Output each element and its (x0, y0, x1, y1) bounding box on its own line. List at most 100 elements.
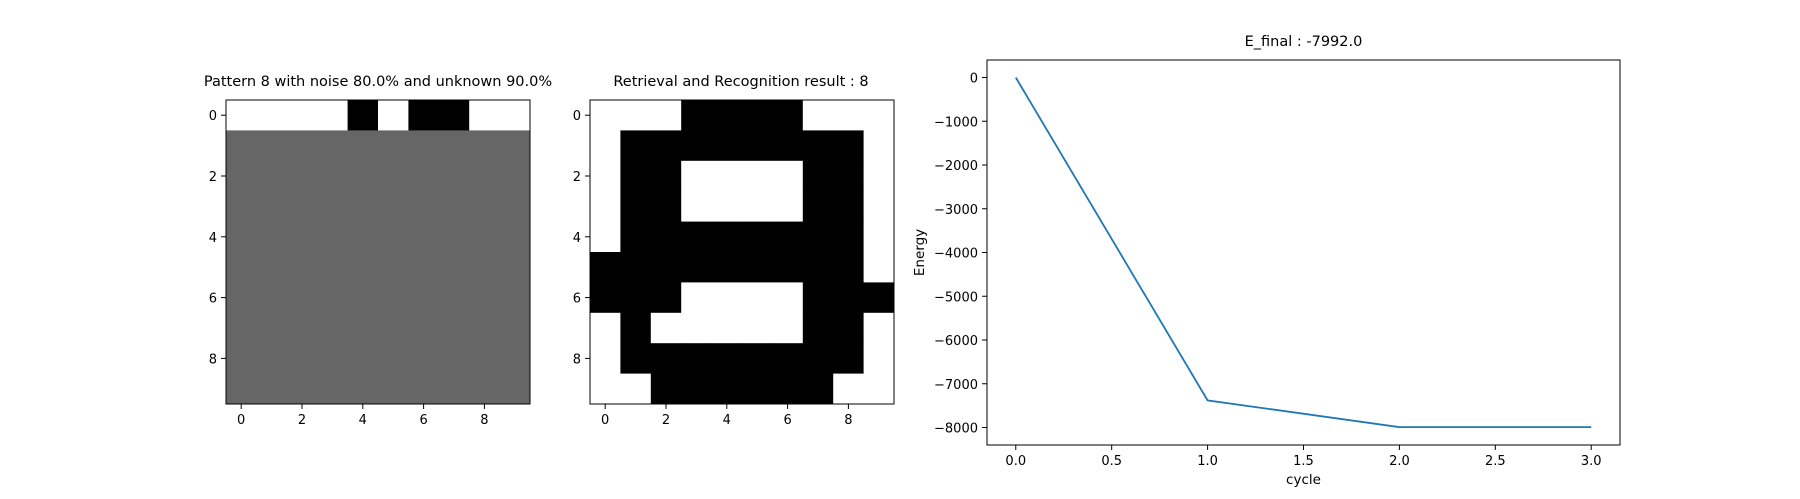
noisy-pattern-x-tick-label: 4 (359, 413, 367, 428)
retrieval-cell (863, 130, 895, 162)
noisy-pattern-cell (256, 191, 288, 222)
retrieval-cell (863, 221, 895, 253)
energy-y-tick-label: −5000 (934, 290, 978, 305)
noisy-pattern-cell (317, 130, 348, 162)
noisy-pattern-cell (226, 130, 257, 162)
retrieval-cell (681, 373, 712, 405)
retrieval-cell (620, 282, 652, 314)
noisy-pattern-cell (438, 100, 470, 131)
noisy-pattern-cell (438, 282, 470, 314)
retrieval-cell (742, 191, 773, 222)
retrieval-cell (802, 191, 834, 222)
noisy-pattern-cell (469, 343, 500, 374)
retrieval-cell (650, 191, 682, 222)
noisy-pattern-y-tick-label: 6 (209, 292, 217, 307)
energy-y-tick-label: −3000 (934, 203, 978, 218)
retrieval-cell (681, 343, 712, 374)
retrieval-cell (711, 343, 743, 374)
retrieval-cell (742, 130, 773, 162)
noisy-pattern-cell (469, 100, 500, 131)
retrieval-cell (863, 373, 895, 405)
retrieval-cell (833, 252, 864, 283)
retrieval-cell (863, 282, 895, 314)
noisy-pattern-cell (347, 191, 379, 222)
retrieval-cell (772, 191, 804, 222)
noisy-pattern-cell (317, 252, 348, 283)
retrieval-cell (742, 312, 773, 344)
noisy-pattern-cell (499, 282, 531, 314)
noisy-pattern-cell (438, 191, 470, 222)
energy-x-tick-label: 1.0 (1197, 454, 1218, 469)
retrieval-cell (711, 191, 743, 222)
noisy-pattern-cell (499, 160, 531, 192)
retrieval-cell (590, 252, 621, 283)
energy-plot-frame (986, 59, 1621, 446)
retrieval-cell (650, 160, 682, 192)
noisy-pattern-cell (408, 252, 440, 283)
retrieval-cell (681, 160, 712, 192)
noisy-pattern-cell (499, 130, 531, 162)
noisy-pattern-cell (347, 343, 379, 374)
noisy-pattern-cell (286, 191, 318, 222)
energy-y-axis-label: Energy (912, 229, 928, 276)
noisy-pattern-cell (256, 160, 288, 192)
retrieval-cell (772, 312, 804, 344)
noisy-pattern-cell (317, 191, 348, 222)
retrieval-cell (650, 130, 682, 162)
retrieval-cell (833, 100, 864, 131)
retrieval-cell (650, 252, 682, 283)
noisy-pattern-cell (499, 312, 531, 344)
retrieval-cell (833, 282, 864, 314)
retrieval-cell (772, 130, 804, 162)
energy-x-tick-label: 0.0 (1005, 454, 1026, 469)
retrieval-cell (590, 282, 621, 314)
noisy-pattern-cell (438, 130, 470, 162)
retrieval-cell (833, 343, 864, 374)
noisy-pattern-cell (499, 343, 531, 374)
retrieval-cell (681, 130, 712, 162)
energy-line-chart: E_final : -7992.0 0.0 0.5 1.0 1.5 2.0 2.5 3.0 0… (912, 34, 1621, 488)
retrieval-cell (711, 252, 743, 283)
energy-y-tick-label: −6000 (934, 334, 978, 349)
noisy-pattern-cell (378, 252, 409, 283)
retrieval-x-tick-label: 2 (662, 413, 670, 428)
noisy-pattern-cell (226, 373, 257, 405)
energy-y-tick-label: −8000 (934, 422, 978, 437)
retrieval-x-tick-label: 4 (723, 413, 731, 428)
noisy-pattern-cell (469, 160, 500, 192)
retrieval-cell (772, 160, 804, 192)
retrieval-cell (620, 100, 652, 131)
retrieval-cell (590, 312, 621, 344)
noisy-pattern-cell (317, 160, 348, 192)
noisy-pattern-cell (256, 221, 288, 253)
retrieval-cell (802, 160, 834, 192)
retrieval-y-tick-label: 6 (573, 292, 581, 307)
energy-y-tick-label: −1000 (934, 115, 978, 130)
energy-series-line (1014, 77, 1592, 429)
retrieval-cell (590, 373, 621, 405)
energy-y-tick-label: −7000 (934, 378, 978, 393)
retrieval-cell (711, 282, 743, 314)
noisy-pattern-y-tick-label: 0 (209, 109, 217, 124)
noisy-pattern-cell (347, 252, 379, 283)
retrieval-heatmap: Retrieval and Recognition result : 8 0 2 4… (573, 74, 895, 428)
retrieval-cell (833, 191, 864, 222)
noisy-pattern-cell (378, 312, 409, 344)
retrieval-cell (620, 191, 652, 222)
noisy-pattern-cell (226, 252, 257, 283)
retrieval-cell (711, 373, 743, 405)
retrieval-cell (742, 343, 773, 374)
retrieval-cell (742, 221, 773, 253)
retrieval-cell (681, 191, 712, 222)
noisy-pattern-cell (469, 130, 500, 162)
noisy-pattern-cell (469, 191, 500, 222)
noisy-pattern-cell (438, 221, 470, 253)
retrieval-cell (711, 160, 743, 192)
noisy-pattern-x-tick-label: 0 (237, 413, 245, 428)
noisy-pattern-cell (378, 130, 409, 162)
retrieval-cell (590, 221, 621, 253)
energy-y-tick-label: −2000 (934, 159, 978, 174)
noisy-pattern-cell (286, 373, 318, 405)
noisy-pattern-cell (317, 343, 348, 374)
